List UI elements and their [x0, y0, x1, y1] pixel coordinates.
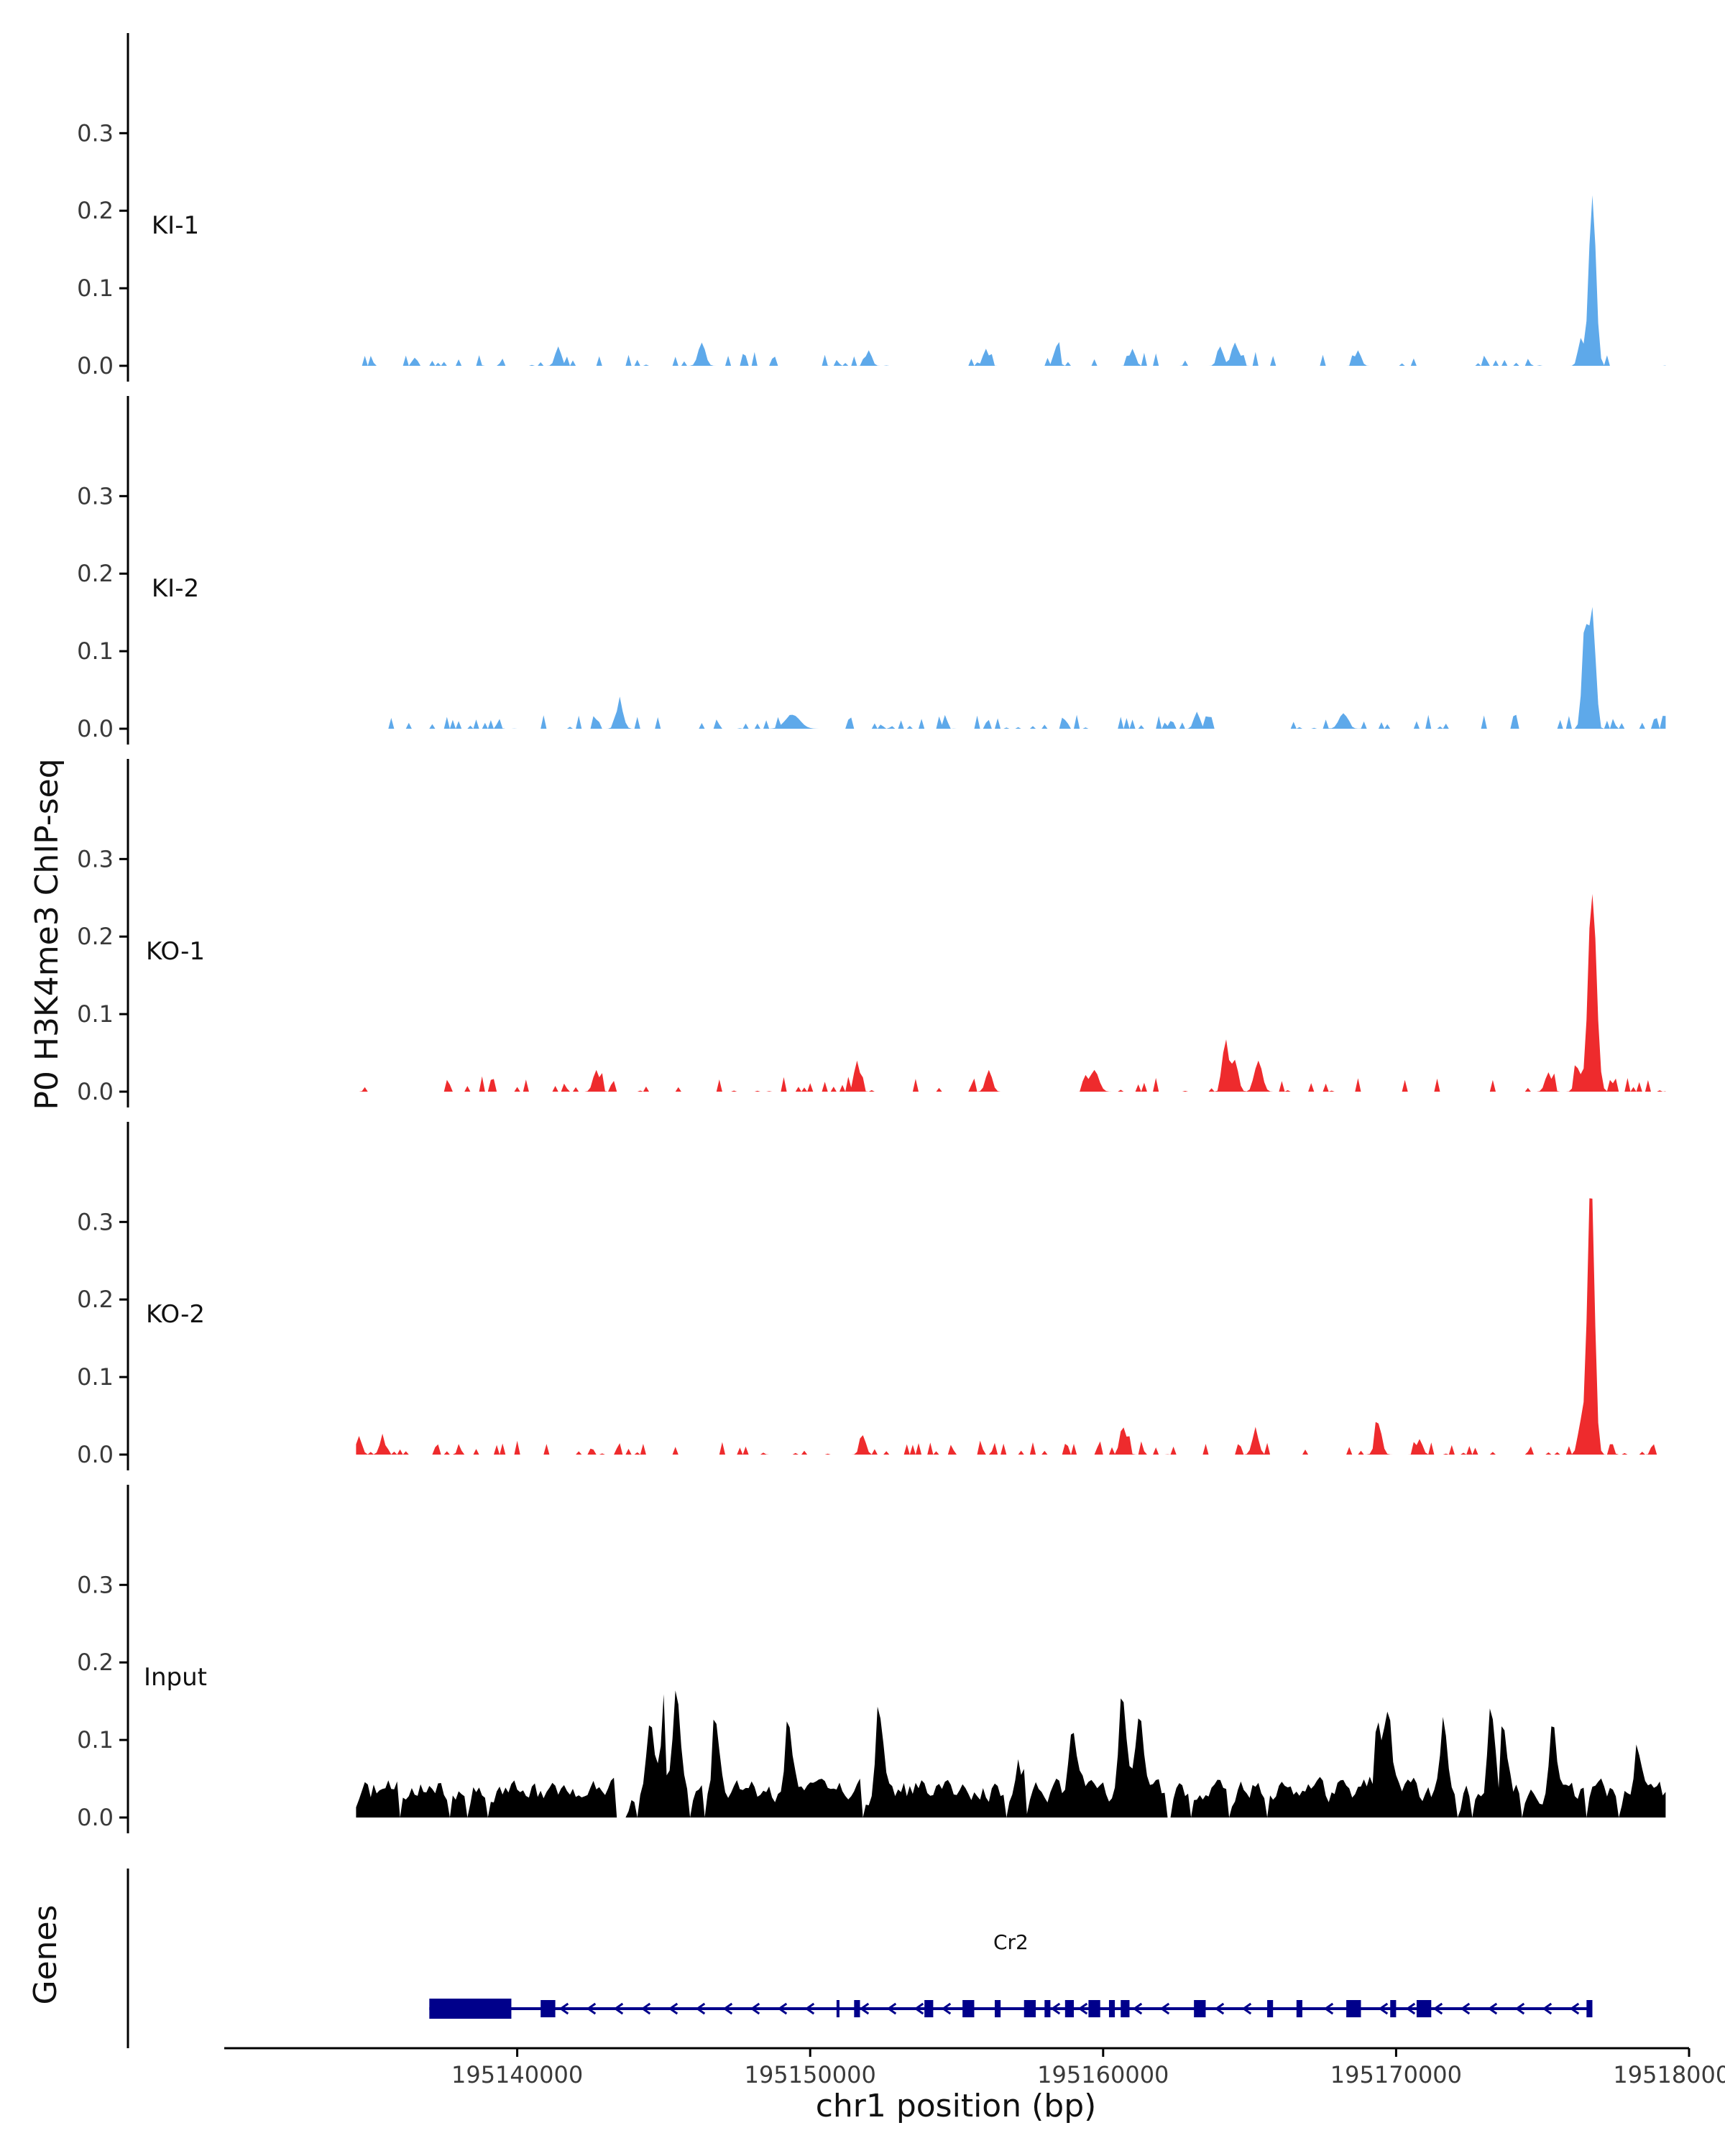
gene-name: Cr2 — [993, 1930, 1029, 1954]
track-label: KI-1 — [152, 211, 199, 240]
signal-area — [356, 607, 1666, 729]
gene-exon — [540, 2000, 556, 2017]
y-tick-label: 0.0 — [77, 1441, 114, 1468]
gene-track: Cr2 — [126, 1869, 1593, 2048]
y-tick-label: 0.1 — [77, 1726, 114, 1754]
y-tick-label: 0.3 — [77, 1571, 114, 1598]
y-tick-label: 0.0 — [77, 352, 114, 379]
track-ki-1: 0.0 0.1 0.2 0.3 KI-1 — [77, 33, 1666, 382]
gene-exon — [1064, 2000, 1075, 2017]
y-tick-label: 0.0 — [77, 1078, 114, 1105]
gene-exon — [1044, 2000, 1051, 2017]
gene-exon — [962, 2000, 975, 2017]
strand-arrow — [1487, 2002, 1498, 2015]
gene-exon — [1024, 2000, 1036, 2017]
y-tick-label: 0.1 — [77, 637, 114, 665]
gene-exon — [854, 2000, 860, 2017]
strand-arrow — [722, 2002, 733, 2015]
genes-track-label: Genes — [27, 1904, 64, 2004]
strand-arrow — [1323, 2002, 1334, 2015]
strand-arrow — [1569, 2002, 1580, 2015]
strand-arrow — [668, 2002, 678, 2015]
y-axis-title: P0 H3K4me3 ChIP-seq — [29, 758, 65, 1110]
track-label: KO-2 — [146, 1300, 205, 1329]
strand-arrow — [1460, 2002, 1471, 2015]
strand-arrow — [886, 2002, 897, 2015]
gene-exon — [1194, 2000, 1206, 2017]
strand-arrow — [695, 2002, 706, 2015]
track-ko-2: 0.0 0.1 0.2 0.3 KO-2 — [77, 1122, 1666, 1470]
gene-exon — [1346, 2000, 1361, 2017]
gene-exon — [1088, 2000, 1100, 2017]
y-tick-label: 0.2 — [77, 197, 114, 224]
y-tick-label: 0.1 — [77, 1000, 114, 1028]
strand-arrow — [1214, 2002, 1225, 2015]
y-tick-label: 0.1 — [77, 275, 114, 302]
y-tick-label: 0.2 — [77, 1286, 114, 1313]
gene-exon — [836, 2000, 840, 2017]
y-tick-label: 0.3 — [77, 845, 114, 872]
y-tick-label: 0.2 — [77, 560, 114, 587]
strand-arrow — [586, 2002, 597, 2015]
strand-arrow — [914, 2002, 924, 2015]
y-tick-label: 0.0 — [77, 715, 114, 742]
strand-arrow — [750, 2002, 760, 2015]
y-tick-label: 0.1 — [77, 1363, 114, 1391]
track-ko-1: 0.0 0.1 0.2 0.3 KO-1 — [77, 759, 1666, 1107]
strand-arrow — [1514, 2002, 1525, 2015]
x-tick-label: 195140000 — [451, 2061, 583, 2088]
y-tick-label: 0.2 — [77, 923, 114, 950]
gene-exon — [1586, 2000, 1593, 2017]
x-tick-label: 195170000 — [1330, 2061, 1462, 2088]
signal-area — [356, 1198, 1666, 1455]
gene-exon — [994, 2000, 1001, 2017]
strand-arrow — [1241, 2002, 1252, 2015]
x-axis: 195140000 195150000 195160000 195170000 1951… — [224, 2047, 1725, 2088]
strand-arrow — [777, 2002, 788, 2015]
x-tick-label: 195160000 — [1037, 2061, 1169, 2088]
gene-exon — [1416, 2000, 1432, 2017]
gene-exon — [1267, 2000, 1274, 2017]
strand-arrow — [1050, 2002, 1061, 2015]
strand-arrow — [941, 2002, 952, 2015]
strand-arrow — [1432, 2002, 1443, 2015]
strand-arrow — [1378, 2002, 1389, 2015]
gene-exon — [1296, 2000, 1302, 2017]
y-tick-label: 0.3 — [77, 1208, 114, 1235]
strand-arrow — [859, 2002, 870, 2015]
strand-arrow — [1159, 2002, 1170, 2015]
strand-arrow — [558, 2002, 569, 2015]
strand-arrow — [1542, 2002, 1552, 2015]
y-tick-label: 0.3 — [77, 119, 114, 147]
strand-arrow — [804, 2002, 815, 2015]
track-label: KO-1 — [146, 937, 205, 966]
x-axis-title: chr1 position (bp) — [816, 2088, 1097, 2124]
signal-area — [356, 893, 1666, 1092]
x-tick-label: 195150000 — [745, 2061, 876, 2088]
strand-arrow — [1132, 2002, 1143, 2015]
gene-exon — [1121, 2000, 1130, 2017]
y-tick-label: 0.2 — [77, 1649, 114, 1676]
gene-exon — [1108, 2000, 1116, 2017]
track-label: Input — [144, 1663, 207, 1692]
track-label: KI-2 — [152, 574, 199, 603]
gene-exon — [924, 2000, 934, 2017]
strand-arrow — [1405, 2002, 1416, 2015]
track-input: 0.0 0.1 0.2 0.3 Input — [77, 1485, 1666, 1833]
strand-arrow — [613, 2002, 624, 2015]
strand-arrow — [1077, 2002, 1088, 2015]
y-tick-label: 0.3 — [77, 482, 114, 510]
signal-area — [356, 1690, 1666, 1818]
gene-exon — [1390, 2000, 1397, 2017]
y-tick-label: 0.0 — [77, 1804, 114, 1831]
track-ki-2: 0.0 0.1 0.2 0.3 KI-2 — [77, 396, 1666, 745]
signal-area — [356, 195, 1666, 366]
strand-arrow — [640, 2002, 651, 2015]
signal-tracks: 0.00.10.20.3KI-10.00.10.20.3KI-20.00.10.… — [77, 33, 1666, 1833]
x-tick-label: 195180000 — [1613, 2061, 1725, 2088]
gene-exon — [429, 1999, 512, 2019]
